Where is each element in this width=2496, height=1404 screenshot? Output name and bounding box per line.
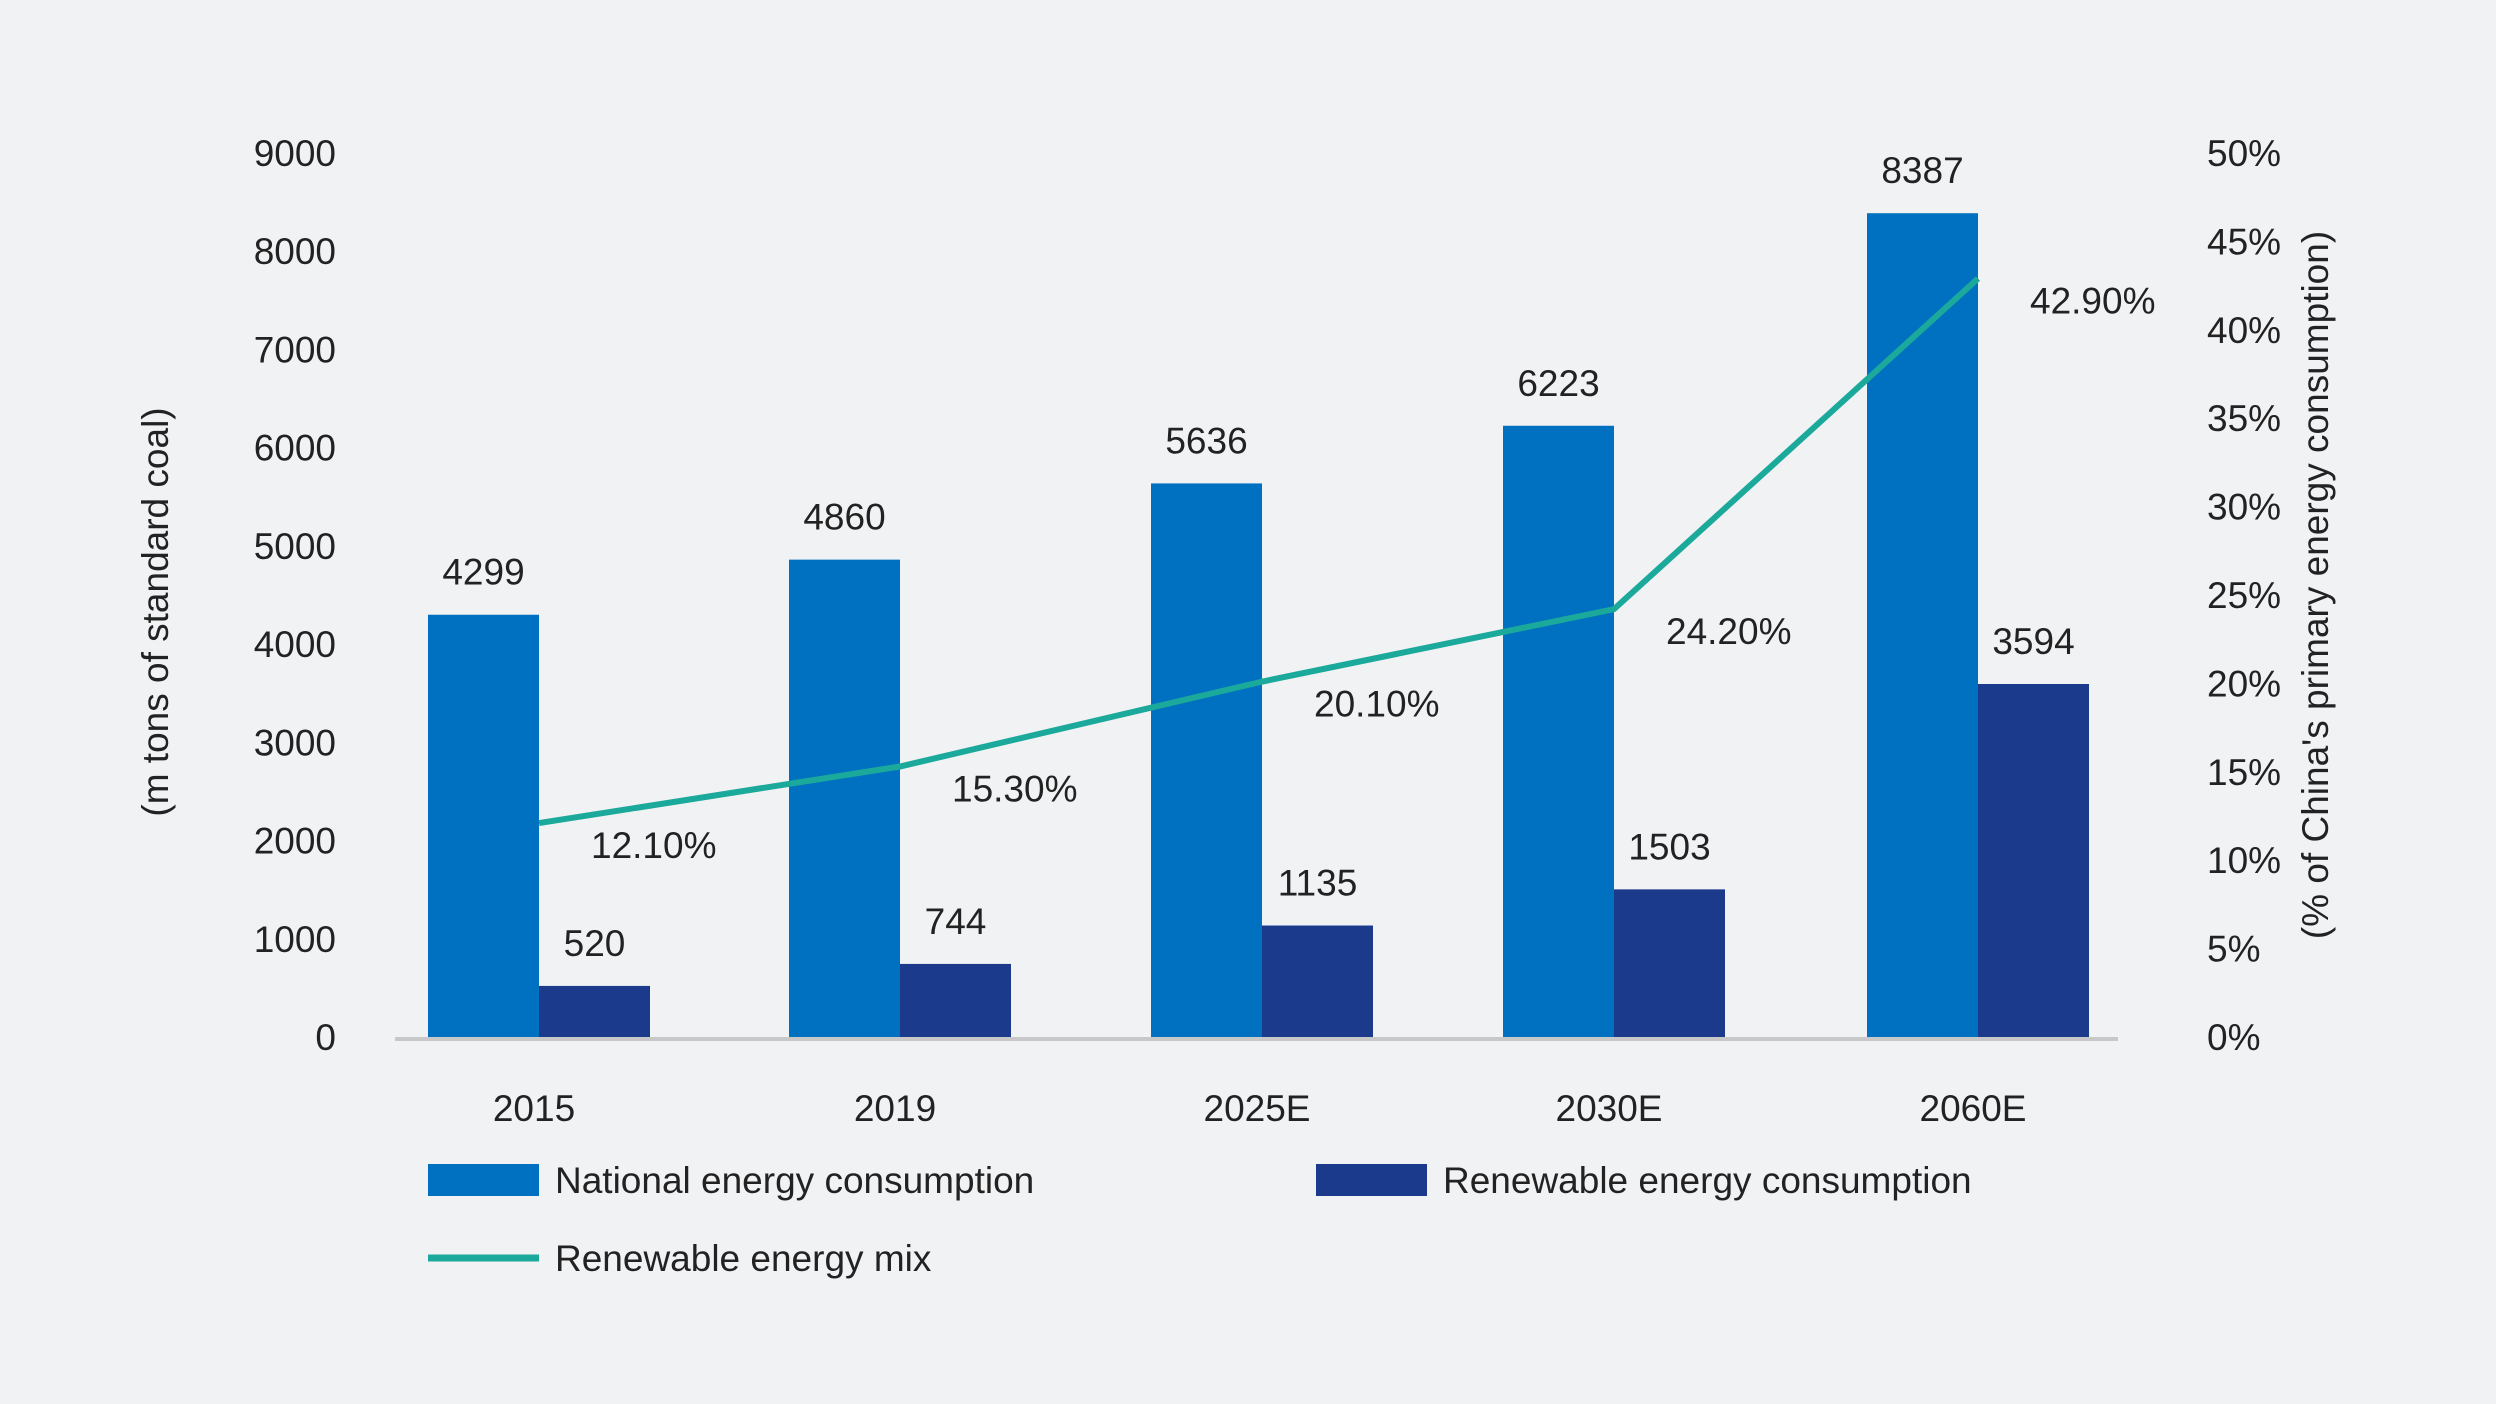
legend-label: Renewable energy mix: [555, 1238, 932, 1279]
bar-national: [789, 559, 900, 1037]
y2-tick-label: 25%: [2207, 575, 2281, 616]
bar-renewable: [900, 963, 1011, 1037]
line-layer: [538, 276, 1981, 827]
y-tick-label: 8000: [254, 231, 336, 272]
bars: [428, 213, 2089, 1038]
data-labels: 4299 4860 5636 6223 8387 520 744 1135 1503 3594 12…: [442, 150, 2155, 964]
bar-renewable: [1614, 889, 1725, 1037]
data-label-renewable: 1135: [1278, 863, 1358, 904]
legend-swatch: [428, 1164, 539, 1196]
y-tick-label: 5000: [254, 526, 336, 567]
bar-national: [1503, 425, 1614, 1037]
y-tick-label: 1000: [254, 919, 336, 960]
data-label-renewable: 3594: [1992, 621, 2074, 662]
legend: National energy consumption Renewable ene…: [428, 1160, 1972, 1279]
data-label-renewable: 744: [925, 901, 987, 942]
data-label-national: 4860: [803, 497, 885, 538]
y2-tick-label: 0%: [2207, 1017, 2260, 1058]
y2-tick-label: 10%: [2207, 840, 2281, 881]
data-label-mix: 24.20%: [1666, 611, 1792, 652]
y2-tick-label: 35%: [2207, 398, 2281, 439]
x-axis-ticks: 2015 2019 2025E 2030E 2060E: [493, 1088, 2027, 1129]
line-renewable-mix: [538, 276, 1981, 827]
bar-renewable: [1978, 683, 2089, 1037]
left-axis-ticks: 0 1000 2000 3000 4000 5000 6000 7000 8000 9000: [254, 133, 336, 1058]
bar-national: [428, 614, 539, 1037]
data-label-renewable: 1503: [1628, 826, 1710, 867]
x-tick-label: 2060E: [1920, 1088, 2027, 1129]
data-label-national: 8387: [1881, 150, 1963, 191]
bar-renewable: [539, 985, 650, 1037]
y2-tick-label: 30%: [2207, 487, 2281, 528]
y2-axis-title: (% of China's primary energy consumption…: [2295, 231, 2336, 939]
data-label-mix: 12.10%: [591, 825, 717, 866]
y2-tick-label: 5%: [2207, 929, 2260, 970]
legend-label: Renewable energy consumption: [1443, 1160, 1972, 1201]
x-tick-label: 2019: [854, 1088, 936, 1129]
data-label-national: 5636: [1165, 420, 1247, 461]
y2-tick-label: 20%: [2207, 663, 2281, 704]
x-tick-label: 2015: [493, 1088, 575, 1129]
bar-national: [1151, 483, 1262, 1037]
x-tick-label: 2025E: [1204, 1088, 1311, 1129]
bar-renewable: [1262, 925, 1373, 1037]
legend-swatch: [1316, 1164, 1427, 1196]
y-tick-label: 9000: [254, 133, 336, 174]
right-axis-ticks: 0% 5% 10% 15% 20% 25% 30% 35% 40% 45% 50%: [2207, 133, 2281, 1058]
y-axis-title: (m tons of standard coal): [135, 407, 176, 816]
legend-label: National energy consumption: [555, 1160, 1034, 1201]
y-tick-label: 4000: [254, 624, 336, 665]
y-tick-label: 0: [315, 1017, 336, 1058]
bar-national: [1867, 213, 1978, 1038]
y2-tick-label: 15%: [2207, 752, 2281, 793]
y2-tick-label: 40%: [2207, 310, 2281, 351]
x-tick-label: 2030E: [1556, 1088, 1663, 1129]
y2-tick-label: 45%: [2207, 221, 2281, 262]
y-tick-label: 3000: [254, 722, 336, 763]
y-tick-label: 2000: [254, 821, 336, 862]
y-tick-label: 7000: [254, 329, 336, 370]
data-label-mix: 20.10%: [1314, 684, 1440, 725]
data-label-national: 4299: [442, 552, 524, 593]
y2-tick-label: 50%: [2207, 133, 2281, 174]
data-label-national: 6223: [1517, 363, 1599, 404]
y-tick-label: 6000: [254, 428, 336, 469]
data-label-mix: 42.90%: [2030, 281, 2156, 322]
data-label-mix: 15.30%: [952, 768, 1078, 809]
data-label-renewable: 520: [564, 923, 626, 964]
